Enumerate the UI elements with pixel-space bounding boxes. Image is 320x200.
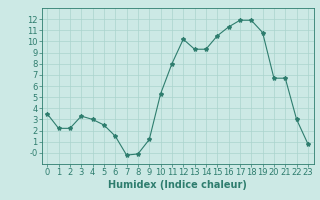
X-axis label: Humidex (Indice chaleur): Humidex (Indice chaleur)	[108, 180, 247, 190]
